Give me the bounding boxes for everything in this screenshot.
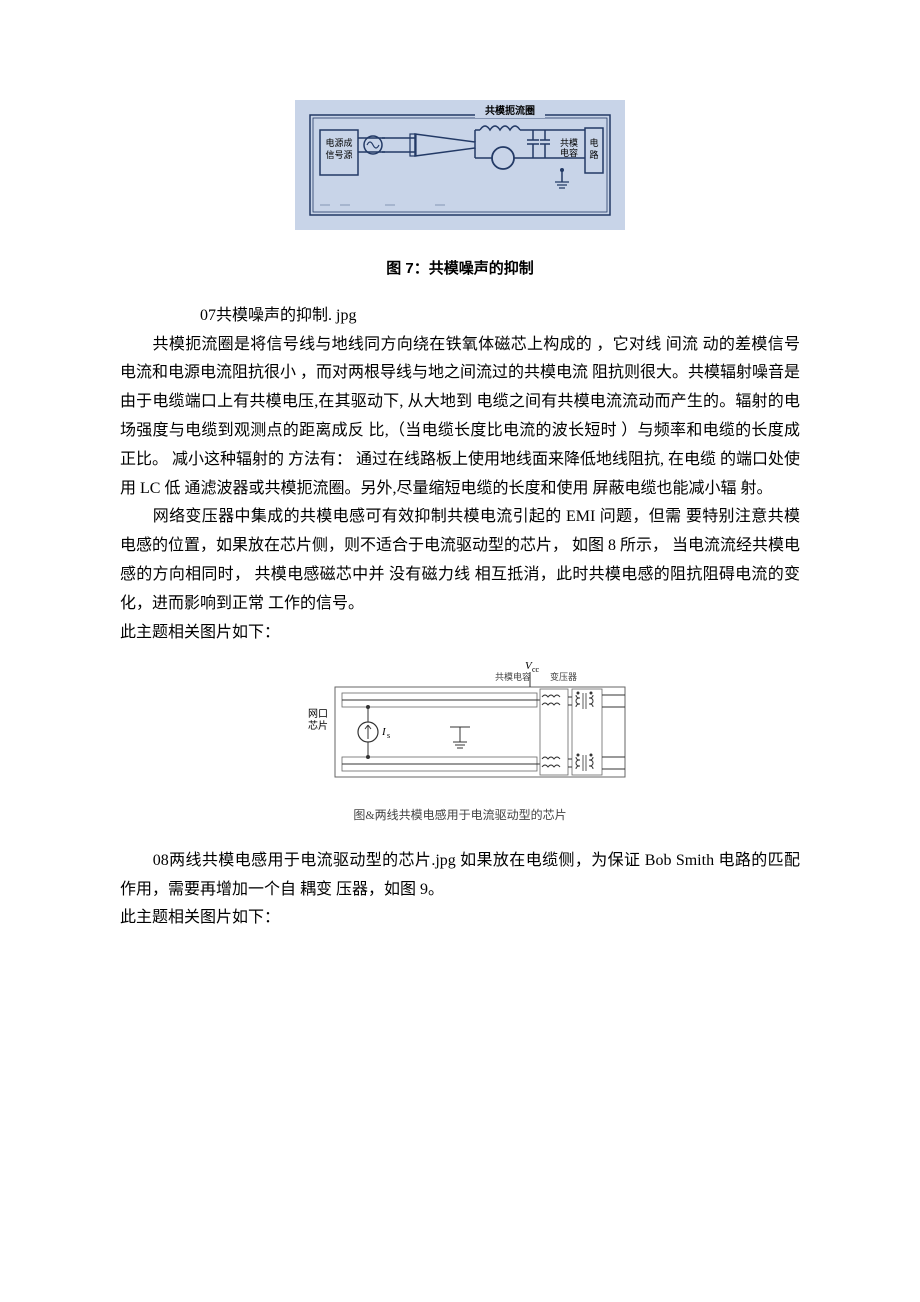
related-images-label-2: 此主题相关图片如下： <box>120 904 800 933</box>
svg-text:电容: 电容 <box>560 147 578 158</box>
svg-text:s: s <box>387 731 390 740</box>
figure-7-diagram: 共模扼流圈 电源成 信号源 <box>285 90 635 240</box>
line-07-filename: 07共模噪声的抑制. jpg <box>120 302 800 331</box>
fig7-label-choke: 共模扼流圈 <box>485 104 535 117</box>
figure-7-caption: 图 7：共模噪声的抑制 <box>120 255 800 282</box>
figure-8-diagram: V cc 共模电容 变压器 网口 芯片 I s <box>290 657 630 792</box>
svg-text:cc: cc <box>532 665 540 674</box>
figure-8-caption: 图&两线共模电感用于电流驱动型的芯片 <box>120 805 800 827</box>
paragraph-1: 共模扼流圈是将信号线与地线同方向绕在铁氧体磁芯上构成的 ，它对线 间流 动的差模… <box>120 331 800 504</box>
paragraph-2: 网络变压器中集成的共模电感可有效抑制共模电流引起的 EMI 问题，但需 要特别注… <box>120 503 800 618</box>
svg-text:变压器: 变压器 <box>550 671 577 682</box>
svg-text:信号源: 信号源 <box>325 149 352 160</box>
svg-text:芯片: 芯片 <box>308 719 328 732</box>
figure-8: V cc 共模电容 变压器 网口 芯片 I s <box>120 657 800 826</box>
svg-text:路: 路 <box>589 149 598 160</box>
svg-text:共模: 共模 <box>560 138 578 148</box>
paragraph-3: 08两线共模电感用于电流驱动型的芯片.jpg 如果放在电缆侧，为保证 Bob S… <box>120 847 800 905</box>
svg-text:电源成: 电源成 <box>325 137 352 148</box>
svg-text:电: 电 <box>589 137 598 148</box>
figure-7: 共模扼流圈 电源成 信号源 <box>120 90 800 282</box>
svg-text:网口: 网口 <box>308 708 328 720</box>
svg-text:共模电容: 共模电容 <box>495 671 531 682</box>
related-images-label-1: 此主题相关图片如下： <box>120 619 800 648</box>
